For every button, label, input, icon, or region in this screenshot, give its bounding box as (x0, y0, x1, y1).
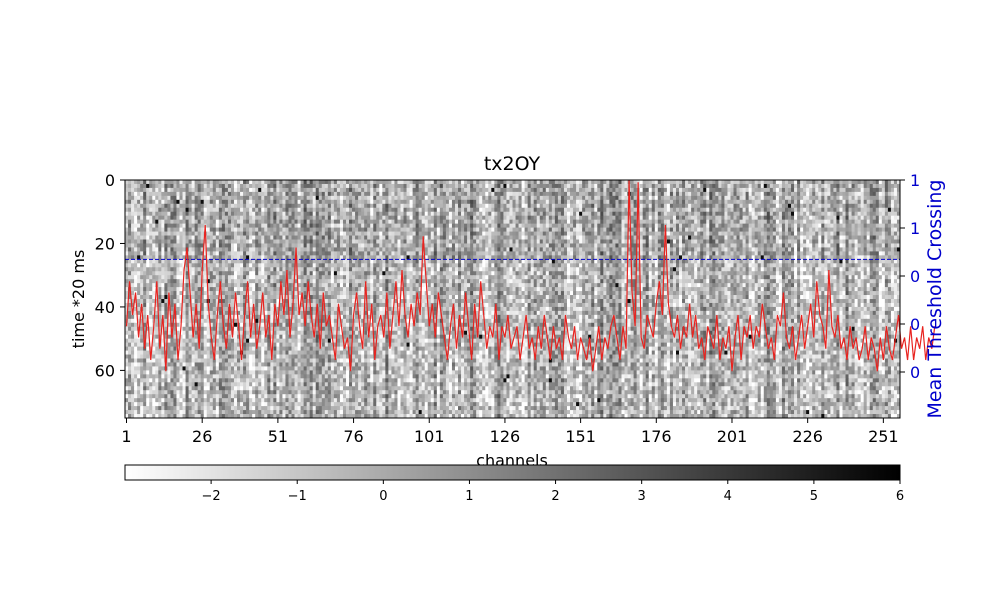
y2-tick-label: 0 (910, 267, 920, 286)
y2-tick-label: 0 (910, 315, 920, 334)
x-tick-label: 226 (792, 427, 823, 446)
y-axis-label: time *20 ms (69, 250, 88, 349)
y-tick-label: 20 (95, 234, 115, 253)
colorbar-tick-label: 4 (724, 489, 732, 504)
y2-axis-label: Mean Threshold Crossing (924, 180, 946, 419)
x-tick-label: 101 (414, 427, 445, 446)
y-tick-label: 60 (95, 361, 115, 380)
colorbar-tick-label: 5 (810, 489, 818, 504)
x-tick-label: 201 (717, 427, 748, 446)
colorbar-tick-label: 3 (638, 489, 646, 504)
x-tick-label: 251 (868, 427, 899, 446)
x-tick-label: 51 (268, 427, 288, 446)
y2-tick-label: 0 (910, 363, 920, 382)
x-tick-label: 126 (490, 427, 521, 446)
y-tick-label: 0 (105, 171, 115, 190)
x-tick-label: 26 (192, 427, 212, 446)
y2-tick-label: 1 (910, 171, 920, 190)
x-tick-label: 176 (641, 427, 672, 446)
colorbar-tick-label: 0 (379, 489, 387, 504)
colorbar-tick-label: 1 (465, 489, 473, 504)
y-tick-label: 40 (95, 298, 115, 317)
colorbar-tick-label: −1 (288, 489, 307, 504)
x-tick-label: 1 (121, 427, 131, 446)
colorbar (125, 465, 900, 480)
colorbar-tick-label: −2 (202, 489, 221, 504)
y-axis: 0 20 40 60 (95, 171, 125, 380)
y2-axis: 1 1 0 0 0 (900, 171, 920, 382)
x-tick-label: 151 (565, 427, 596, 446)
chart-title: tx2OY (484, 153, 541, 175)
colorbar-tick-label: 6 (896, 489, 904, 504)
colorbar-axis: −2 −1 0 1 2 3 4 5 6 (202, 480, 905, 504)
y2-tick-label: 1 (910, 219, 920, 238)
colorbar-tick-label: 2 (551, 489, 559, 504)
x-tick-label: 76 (343, 427, 363, 446)
